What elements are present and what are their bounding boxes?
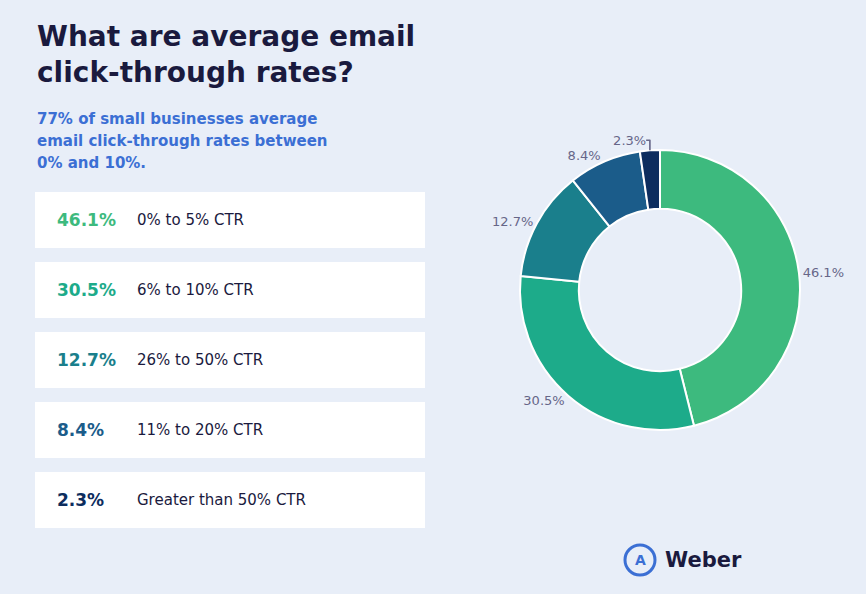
svg-text:12.7%: 12.7% xyxy=(492,214,533,229)
svg-text:30.5%: 30.5% xyxy=(523,393,564,408)
svg-text:30.5%: 30.5% xyxy=(57,280,116,300)
svg-text:Weber: Weber xyxy=(665,548,742,572)
svg-text:A: A xyxy=(635,552,646,568)
svg-text:11% to 20% CTR: 11% to 20% CTR xyxy=(137,421,263,439)
svg-text:0% and 10%.: 0% and 10%. xyxy=(37,154,146,172)
svg-text:What are average email: What are average email xyxy=(37,20,415,53)
svg-text:8.4%: 8.4% xyxy=(568,148,601,163)
svg-text:click-through rates?: click-through rates? xyxy=(37,56,354,89)
svg-text:26% to 50% CTR: 26% to 50% CTR xyxy=(137,351,263,369)
svg-text:46.1%: 46.1% xyxy=(57,210,116,230)
svg-text:8.4%: 8.4% xyxy=(57,420,104,440)
svg-text:12.7%: 12.7% xyxy=(57,350,116,370)
svg-text:Greater than 50% CTR: Greater than 50% CTR xyxy=(137,491,306,509)
svg-text:2.3%: 2.3% xyxy=(57,490,104,510)
svg-text:46.1%: 46.1% xyxy=(803,265,844,280)
svg-text:2.3%: 2.3% xyxy=(613,133,646,148)
svg-text:email click-through rates betw: email click-through rates between xyxy=(37,132,328,150)
svg-text:6% to 10% CTR: 6% to 10% CTR xyxy=(137,281,254,299)
svg-text:0% to 5% CTR: 0% to 5% CTR xyxy=(137,211,244,229)
svg-text:77% of small businesses averag: 77% of small businesses average xyxy=(37,110,317,128)
